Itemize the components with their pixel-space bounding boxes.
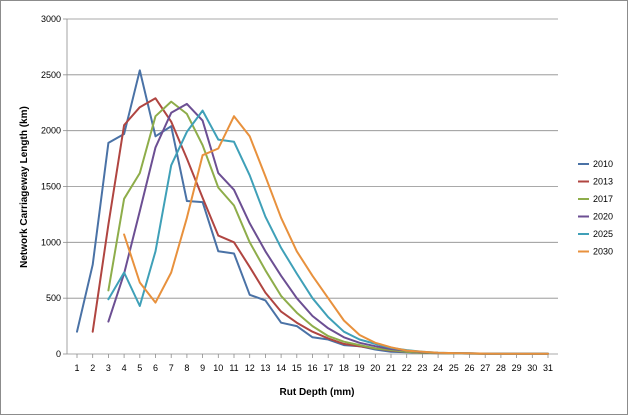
x-tick-label: 20: [370, 363, 380, 373]
legend-label-2017: 2017: [593, 194, 613, 204]
x-tick-label: 2: [90, 363, 95, 373]
y-tick-label: 2000: [41, 126, 61, 136]
x-tick-label: 17: [323, 363, 333, 373]
x-tick-label: 16: [307, 363, 317, 373]
x-axis-title: Rut Depth (mm): [280, 387, 355, 398]
y-tick-label: 3000: [41, 14, 61, 24]
x-tick-label: 21: [386, 363, 396, 373]
x-tick-label: 28: [496, 363, 506, 373]
y-tick-label: 0: [56, 349, 61, 359]
x-tick-label: 31: [543, 363, 553, 373]
x-tick-label: 10: [213, 363, 223, 373]
x-tick-label: 30: [527, 363, 537, 373]
x-tick-label: 4: [122, 363, 127, 373]
x-tick-label: 7: [169, 363, 174, 373]
gridlines: [67, 18, 558, 299]
series-line-2025: [107, 109, 549, 355]
x-tick-label: 19: [355, 363, 365, 373]
y-tick-label: 1000: [41, 237, 61, 247]
series-line-2010: [76, 69, 549, 355]
y-axis-title: Network Carriageway Length (km): [19, 106, 30, 268]
legend: 2010 2013 2017 2020 2025 2030: [578, 159, 613, 257]
x-tick-label: 11: [229, 363, 238, 373]
series-lines: [76, 69, 549, 355]
x-tick-label: 18: [339, 363, 349, 373]
x-tick-label: 24: [433, 363, 443, 373]
x-tick-label: 27: [480, 363, 490, 373]
x-tick-label: 3: [106, 363, 111, 373]
legend-label-2010: 2010: [593, 159, 613, 169]
y-tick-label: 500: [46, 293, 61, 303]
x-tick-label: 12: [245, 363, 255, 373]
x-tick-label: 15: [292, 363, 302, 373]
x-tick-label: 29: [512, 363, 522, 373]
series-line-2030: [123, 115, 549, 355]
x-tick-label: 25: [449, 363, 459, 373]
x-tick-label: 14: [276, 363, 286, 373]
legend-label-2030: 2030: [593, 247, 613, 257]
legend-label-2013: 2013: [593, 177, 613, 187]
x-tick-label: 8: [184, 363, 189, 373]
y-tick-label: 2500: [41, 70, 61, 80]
x-tick-label: 6: [153, 363, 158, 373]
x-tick-label: 23: [417, 363, 427, 373]
x-tick-label: 22: [402, 363, 412, 373]
x-tick-label: 1: [74, 363, 79, 373]
x-tick-label: 5: [137, 363, 142, 373]
y-tick-label: 1500: [41, 182, 61, 192]
x-tick-label: 9: [200, 363, 205, 373]
x-tick-label: 13: [260, 363, 270, 373]
legend-label-2025: 2025: [593, 229, 613, 239]
x-tick-label: 26: [464, 363, 474, 373]
legend-label-2020: 2020: [593, 212, 613, 222]
